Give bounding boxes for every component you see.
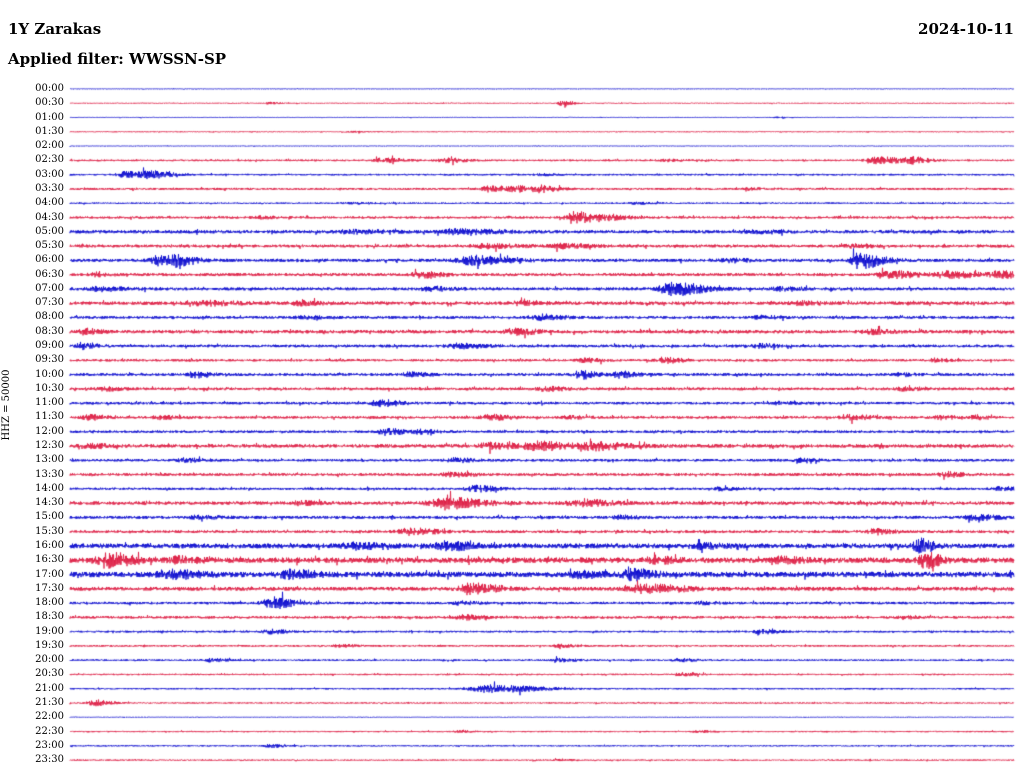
time-label: 21:00 [35, 682, 64, 694]
time-label: 08:30 [35, 325, 64, 337]
time-label: 05:00 [35, 225, 64, 237]
time-label: 23:00 [35, 739, 64, 751]
time-label: 17:00 [35, 568, 64, 580]
time-label: 05:30 [35, 240, 64, 252]
time-label: 14:00 [35, 482, 64, 494]
time-label: 18:00 [35, 597, 64, 609]
date-label: 2024-10-11 [918, 20, 1014, 38]
time-label: 19:00 [35, 625, 64, 637]
time-label: 06:30 [35, 268, 64, 280]
time-label: 03:00 [35, 168, 64, 180]
time-label: 16:00 [35, 539, 64, 551]
time-label: 12:00 [35, 425, 64, 437]
time-label: 11:00 [35, 397, 64, 409]
time-label: 09:30 [35, 354, 64, 366]
time-label: 03:30 [35, 182, 64, 194]
time-label: 11:30 [35, 411, 64, 423]
time-label: 22:00 [35, 711, 64, 723]
time-label: 09:00 [35, 340, 64, 352]
applied-filter-label: Applied filter: WWSSN-SP [8, 50, 227, 68]
time-label: 02:30 [35, 154, 64, 166]
time-label: 12:30 [35, 440, 64, 451]
time-label: 20:30 [35, 668, 64, 680]
time-label: 08:00 [35, 311, 64, 323]
time-label: 00:30 [35, 97, 64, 109]
time-label: 13:00 [35, 454, 64, 466]
time-label: 14:30 [35, 497, 64, 509]
time-label: 02:00 [35, 140, 64, 152]
time-label: 07:00 [35, 282, 64, 294]
time-label: 19:30 [35, 639, 64, 651]
station-title: 1Y Zarakas [8, 20, 102, 38]
time-label: 21:30 [35, 697, 64, 709]
time-label: 13:30 [35, 468, 64, 480]
time-label: 00:00 [35, 83, 64, 94]
time-label: 17:30 [35, 582, 64, 594]
time-label: 16:30 [35, 554, 64, 566]
time-label: 18:30 [35, 611, 64, 623]
time-label: 04:00 [35, 197, 64, 209]
time-label: 01:30 [35, 125, 64, 137]
time-label: 10:00 [35, 368, 64, 380]
time-label: 15:30 [35, 525, 64, 537]
time-label: 07:30 [35, 297, 64, 309]
time-label: 20:00 [35, 654, 64, 666]
time-label: 04:30 [35, 211, 64, 223]
time-label: 01:00 [35, 111, 64, 123]
time-label: 22:30 [35, 725, 64, 737]
time-label: 10:30 [35, 382, 64, 394]
time-label: 23:30 [35, 754, 64, 766]
time-label: 15:00 [35, 511, 64, 523]
time-label: 06:00 [35, 254, 64, 266]
